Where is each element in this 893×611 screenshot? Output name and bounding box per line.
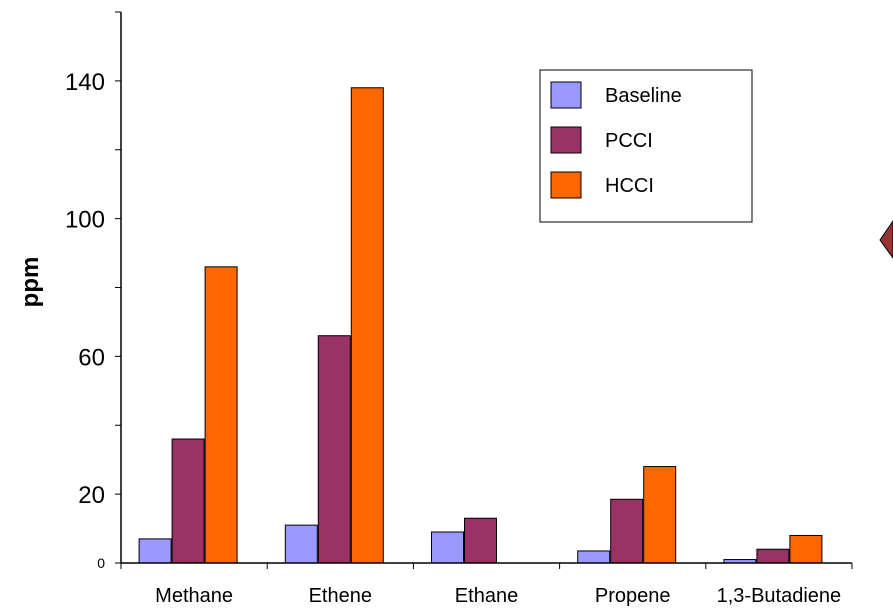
y-tick-label: 0 [97, 555, 105, 571]
bar-pcci-1-3-butadiene [756, 548, 790, 564]
bar-baseline-ethene [284, 524, 318, 564]
cutoff-diamond-marker [879, 220, 893, 259]
x-tick-label: 1,3-Butadiene [717, 585, 842, 607]
bar-hcci-propene [643, 466, 677, 564]
y-tick-label: 60 [78, 344, 105, 371]
legend-swatch-hcci [550, 171, 582, 199]
bar-pcci-propene [610, 498, 644, 564]
legend: Baseline PCCI HCCI [539, 69, 753, 223]
bar-hcci-ethene [350, 87, 384, 564]
legend-swatch-pcci [550, 126, 582, 154]
bar-baseline-ethane [431, 531, 464, 564]
y-ticks-layer: 0 20 60 100 140 [65, 11, 121, 571]
y-tick-label: 100 [65, 207, 105, 234]
bar-pcci-ethane [464, 517, 497, 564]
bar-pcci-ethene [317, 335, 351, 564]
x-ticks-layer: Methane Ethene Ethane Propene 1,3-Butadiene [120, 563, 853, 607]
legend-label-hcci: HCCI [605, 175, 654, 197]
x-tick-label: Propene [595, 585, 671, 607]
legend-label-pcci: PCCI [605, 130, 653, 152]
bar-baseline-methane [138, 538, 172, 564]
x-tick-label: Ethene [309, 585, 372, 607]
y-tick-label: 140 [65, 69, 105, 96]
y-tick-label: 20 [78, 482, 105, 509]
x-tick-label: Methane [155, 585, 233, 607]
bar-hcci-1-3-butadiene [789, 534, 823, 564]
legend-label-baseline: Baseline [605, 85, 682, 107]
bar-pcci-methane [171, 438, 205, 564]
bars-layer [138, 87, 823, 564]
bar-baseline-propene [577, 550, 611, 564]
legend-swatch-baseline [550, 81, 582, 109]
x-tick-label: Ethane [455, 585, 518, 607]
y-axis-label: ppm [17, 257, 44, 308]
bar-hcci-methane [204, 266, 238, 564]
